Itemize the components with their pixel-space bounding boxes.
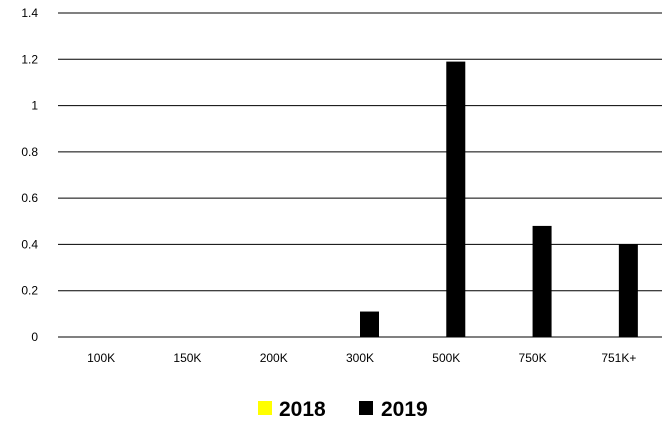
gridlines — [58, 12, 662, 338]
y-tick-label: 0.2 — [21, 284, 38, 298]
legend-swatch-2019 — [359, 401, 373, 415]
x-tick-label: 100K — [87, 351, 115, 365]
legend: 2018 2019 — [258, 398, 428, 421]
y-tick-label: 0.8 — [21, 145, 38, 159]
y-tick-label: 1.4 — [21, 6, 38, 20]
y-tick-label: 1 — [31, 99, 38, 113]
x-tick-label: 150K — [173, 351, 201, 365]
bar-2019-300K — [360, 311, 379, 337]
bar-2019-750K — [532, 225, 552, 337]
y-tick-label: 0.4 — [21, 237, 38, 251]
bar-2019-500K — [446, 61, 466, 337]
legend-label-2018: 2018 — [279, 398, 326, 421]
y-tick-label: 1.2 — [21, 52, 38, 66]
bar-2019-751K+ — [618, 244, 638, 337]
y-tick-label: 0.6 — [21, 191, 38, 205]
legend-label-2019: 2019 — [381, 398, 428, 421]
y-axis-ticks: 0 0.2 0.4 0.6 0.8 1 1.2 1.4 — [21, 6, 38, 344]
legend-swatch-2018 — [258, 401, 272, 415]
x-axis-ticks: 100K 150K 200K 300K 500K 750K 751K+ — [87, 351, 636, 365]
bars — [360, 61, 638, 337]
x-tick-label: 750K — [519, 351, 547, 365]
x-tick-label: 300K — [346, 351, 374, 365]
y-tick-label: 0 — [31, 330, 38, 344]
x-tick-label: 751K+ — [601, 351, 636, 365]
x-tick-label: 200K — [260, 351, 288, 365]
x-tick-label: 500K — [432, 351, 460, 365]
